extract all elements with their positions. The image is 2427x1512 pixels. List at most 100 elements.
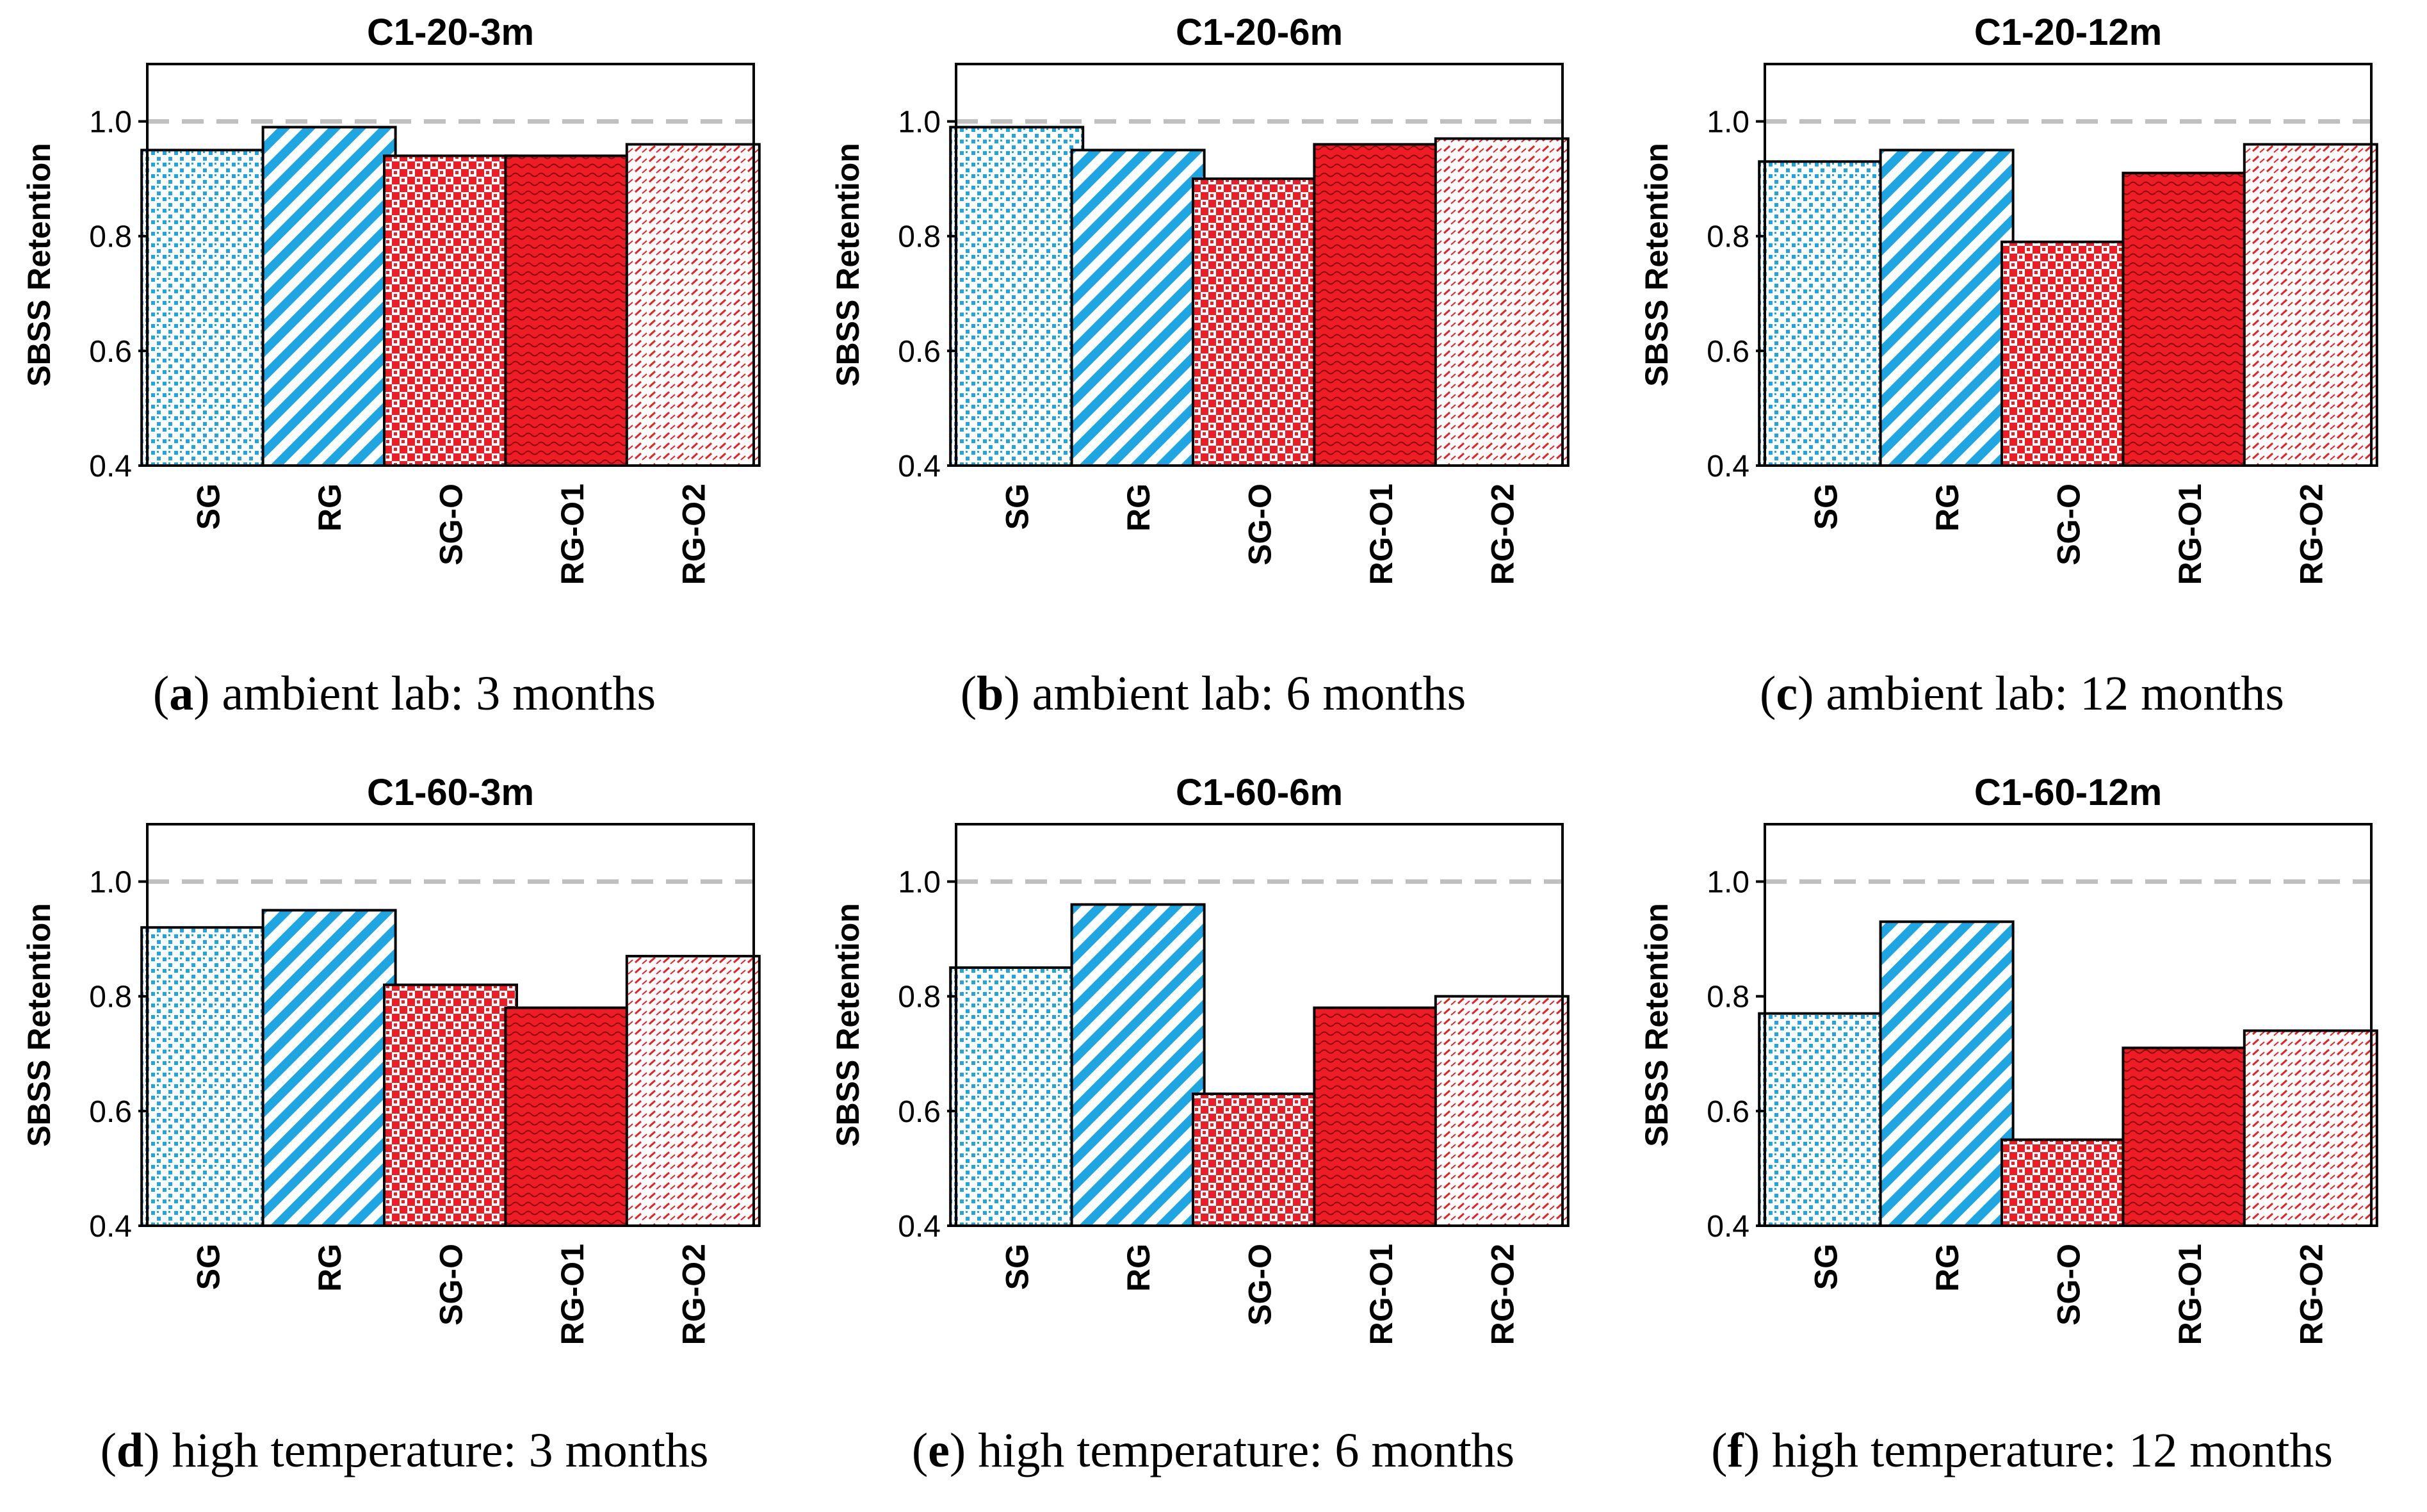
- x-category-label: RG-O2: [2293, 1244, 2329, 1345]
- chart-title: C1-20-3m: [367, 12, 534, 53]
- bar-rg: [1070, 903, 1206, 1227]
- caption-text: ) ambient lab: 3 months: [193, 667, 656, 720]
- chart-title: C1-60-6m: [1176, 772, 1343, 813]
- bar-sg: [949, 966, 1085, 1227]
- y-tick-label: 0.6: [898, 335, 941, 369]
- bar-sg: [1758, 160, 1894, 467]
- bar-rg-o1: [504, 154, 640, 467]
- y-axis-label: SBSS Retention: [830, 903, 866, 1147]
- y-tick-label: 0.6: [898, 1095, 941, 1129]
- x-category-label: SG: [191, 1244, 227, 1290]
- bar-sg: [949, 126, 1085, 467]
- y-tick-label: 1.0: [89, 866, 132, 900]
- y-axis-label: SBSS Retention: [1639, 903, 1675, 1147]
- bar-rg-o2: [2243, 1029, 2378, 1227]
- bar-sg: [140, 149, 276, 467]
- bar-rg: [261, 126, 397, 467]
- x-category-label: SG-O: [1242, 484, 1278, 565]
- x-category-label: RG-O2: [1484, 1244, 1520, 1345]
- caption-text: ) high temperature: 3 months: [143, 1424, 709, 1477]
- bar-chart-b: C1-20-6m 0.4 0.6 0.8 1.0 SBSS Retention SG RG SG…: [830, 12, 1570, 585]
- y-tick-label: 0.4: [89, 450, 132, 484]
- y-tick-label: 0.6: [1707, 335, 1749, 369]
- x-category-label: RG: [1929, 484, 1965, 532]
- panel-caption: (a) ambient lab: 3 months: [152, 667, 656, 720]
- y-tick-label: 0.4: [898, 450, 941, 484]
- chart-title: C1-20-6m: [1176, 12, 1343, 53]
- y-tick-label: 1.0: [898, 106, 941, 140]
- y-tick-label: 0.4: [89, 1210, 132, 1244]
- x-category-label: RG-O2: [676, 1244, 711, 1345]
- x-category-label: SG: [1808, 1244, 1844, 1290]
- chart-panel-c: C1-20-12m 0.4 0.6 0.8 1.0 SBSS Retention SG RG S…: [1618, 0, 2426, 752]
- y-tick-label: 0.4: [1707, 450, 1749, 484]
- bar-sg-o: [1192, 177, 1327, 467]
- bar-rg: [1879, 920, 2015, 1227]
- bar-sg-o: [2001, 240, 2136, 467]
- caption-letter: a: [169, 667, 194, 720]
- caption-letter: e: [928, 1424, 950, 1477]
- y-tick-label: 1.0: [1707, 106, 1749, 140]
- x-category-label: RG-O1: [555, 1244, 590, 1345]
- bar-rg-o1: [504, 1006, 640, 1227]
- x-category-label: SG-O: [2051, 1244, 2087, 1326]
- x-category-label: SG-O: [434, 484, 469, 565]
- bar-rg-o1: [1313, 1006, 1449, 1227]
- bar-chart-a: C1-20-3m 0.4 0.6 0.8 1.0 SBSS Retention SG RG SG…: [21, 12, 761, 585]
- chart-panel-f: C1-60-12m 0.4 0.6 0.8 1.0 SBSS Retention SG RG S…: [1618, 760, 2426, 1512]
- plot-area-frame: [955, 63, 1564, 467]
- panel-caption: (f) high temperature: 12 months: [1711, 1424, 2333, 1477]
- panel-caption: (d) high temperature: 3 months: [100, 1424, 709, 1477]
- bar-sg-o: [2001, 1138, 2136, 1228]
- chart-title: C1-60-3m: [367, 772, 534, 813]
- x-category-label: SG-O: [1242, 1244, 1278, 1326]
- caption-text: ) ambient lab: 12 months: [1798, 667, 2284, 720]
- bar-chart-e: C1-60-6m 0.4 0.6 0.8 1.0 SBSS Retention SG RG SG…: [830, 772, 1570, 1345]
- x-category-label: SG-O: [2051, 484, 2087, 565]
- bar-rg: [1070, 149, 1206, 467]
- x-category-label: RG: [1121, 484, 1157, 532]
- x-category-label: RG-O1: [555, 484, 590, 585]
- y-tick-label: 1.0: [1707, 866, 1749, 900]
- chart-panel-d: C1-60-3m 0.4 0.6 0.8 1.0 SBSS Retention SG RG SG…: [0, 760, 809, 1512]
- y-tick-label: 0.8: [898, 220, 941, 254]
- bar-sg-o: [383, 154, 518, 467]
- panel-caption: (e) high temperature: 6 months: [911, 1424, 1515, 1477]
- bar-sg-o: [1192, 1092, 1327, 1227]
- caption-letter: d: [116, 1424, 144, 1477]
- panel-caption: (b) ambient lab: 6 months: [960, 667, 1466, 720]
- caption-letter: f: [1727, 1424, 1744, 1477]
- x-category-label: RG-O1: [2172, 1244, 2208, 1345]
- y-tick-label: 0.8: [89, 980, 132, 1014]
- x-category-label: RG: [1929, 1244, 1965, 1292]
- x-category-label: SG-O: [434, 1244, 469, 1326]
- bar-chart-f: C1-60-12m 0.4 0.6 0.8 1.0 SBSS Retention SG RG S…: [1639, 772, 2378, 1345]
- bar-rg: [261, 909, 397, 1227]
- y-axis-label: SBSS Retention: [21, 903, 57, 1147]
- x-category-label: SG: [191, 484, 227, 530]
- bar-rg-o2: [1434, 137, 1570, 467]
- bar-chart-d: C1-60-3m 0.4 0.6 0.8 1.0 SBSS Retention SG RG SG…: [21, 772, 761, 1345]
- y-tick-label: 0.8: [1707, 220, 1749, 254]
- x-category-label: RG: [312, 484, 348, 532]
- x-category-label: RG: [312, 1244, 348, 1292]
- chart-panel-b: C1-20-6m 0.4 0.6 0.8 1.0 SBSS Retention SG RG SG…: [809, 0, 1618, 752]
- plot-area-frame: [1764, 823, 2373, 1227]
- x-category-label: RG-O2: [676, 484, 711, 585]
- caption-text: ) high temperature: 6 months: [949, 1424, 1515, 1477]
- caption-text: ) ambient lab: 6 months: [1003, 667, 1466, 720]
- y-axis-label: SBSS Retention: [1639, 143, 1675, 387]
- y-axis-label: SBSS Retention: [830, 143, 866, 387]
- bar-rg-o2: [625, 143, 761, 467]
- x-category-label: RG-O1: [2172, 484, 2208, 585]
- y-tick-label: 0.6: [89, 1095, 132, 1129]
- y-tick-label: 0.6: [1707, 1095, 1749, 1129]
- y-axis-label: SBSS Retention: [21, 143, 57, 387]
- bar-sg-o: [383, 983, 518, 1227]
- bar-rg-o1: [2122, 172, 2257, 467]
- bar-rg-o2: [625, 955, 761, 1227]
- bar-rg: [1879, 149, 2015, 467]
- bar-rg-o2: [2243, 143, 2378, 467]
- x-category-label: SG: [1000, 1244, 1035, 1290]
- plot-area-frame: [146, 823, 755, 1227]
